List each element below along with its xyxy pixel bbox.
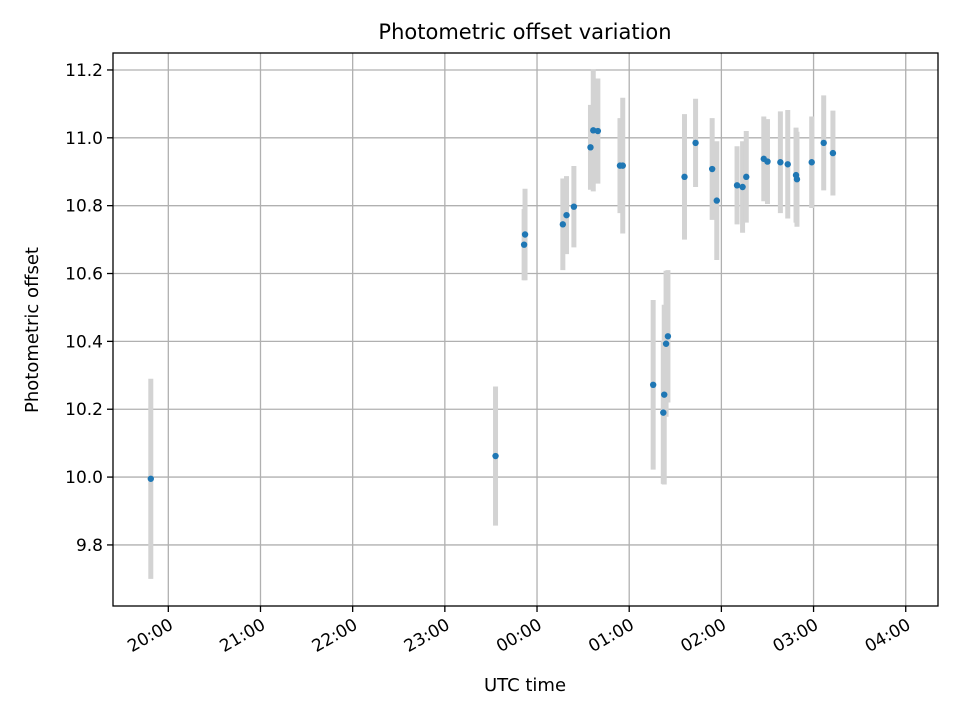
data-point	[570, 203, 578, 210]
data-point	[521, 231, 529, 238]
data-point	[662, 340, 670, 347]
y-axis-ticks: 9.8 10.0 10.2 10.4 10.6 10.8 11.0 11.2	[65, 61, 113, 556]
x-axis-label: UTC time	[484, 675, 566, 696]
y-tick-label: 10.0	[65, 468, 103, 488]
data-point	[829, 149, 837, 157]
y-tick-label: 10.6	[65, 265, 103, 285]
data-point	[559, 221, 567, 228]
data-point	[619, 162, 626, 169]
data-point	[660, 409, 667, 416]
data-point	[820, 139, 827, 147]
y-tick-label: 11.0	[65, 129, 103, 149]
plot-frame	[112, 52, 939, 607]
data-point	[692, 139, 699, 147]
y-axis-label: Photometric offset	[22, 247, 43, 413]
data-point	[777, 159, 784, 166]
data-point	[784, 161, 791, 168]
y-tick-label: 10.2	[65, 400, 103, 420]
data-point	[713, 197, 720, 204]
data-point	[587, 144, 594, 151]
data-point	[520, 241, 528, 248]
data-point	[808, 159, 815, 166]
data-point	[739, 183, 746, 191]
data-point	[649, 381, 657, 388]
data-point	[661, 391, 668, 398]
y-tick-label: 10.8	[65, 197, 103, 217]
data-point	[664, 333, 672, 340]
data-point	[594, 127, 602, 135]
y-tick-label: 9.8	[76, 536, 103, 556]
data-point	[147, 475, 154, 482]
data-point	[764, 158, 771, 165]
data-point	[743, 173, 750, 181]
data-point	[733, 182, 741, 189]
data-point	[492, 452, 499, 460]
chart-title: Photometric offset variation	[378, 20, 671, 44]
data-point	[681, 173, 688, 181]
y-tick-label: 10.4	[65, 332, 103, 352]
data-point	[563, 211, 570, 219]
y-tick-label: 11.2	[65, 61, 103, 81]
data-points	[147, 127, 837, 482]
data-point	[708, 165, 716, 173]
data-point	[793, 176, 801, 183]
